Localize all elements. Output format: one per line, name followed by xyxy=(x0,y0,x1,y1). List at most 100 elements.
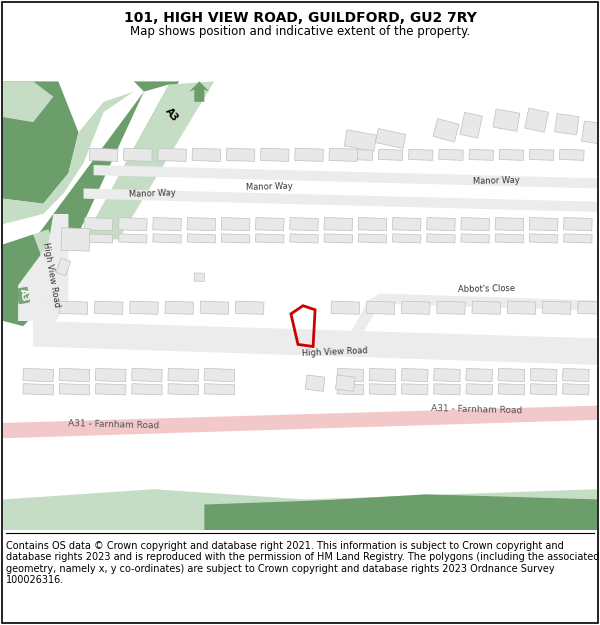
Polygon shape xyxy=(33,334,597,365)
Polygon shape xyxy=(3,92,134,224)
Polygon shape xyxy=(73,84,169,244)
Polygon shape xyxy=(329,148,358,161)
Polygon shape xyxy=(344,130,377,151)
Polygon shape xyxy=(83,81,214,239)
Polygon shape xyxy=(59,301,88,314)
Polygon shape xyxy=(335,375,355,391)
Polygon shape xyxy=(85,234,113,243)
Polygon shape xyxy=(530,384,557,395)
Polygon shape xyxy=(221,234,250,243)
Polygon shape xyxy=(200,301,229,314)
Polygon shape xyxy=(235,301,264,314)
Polygon shape xyxy=(433,119,459,142)
Polygon shape xyxy=(578,301,600,314)
Polygon shape xyxy=(370,384,396,395)
Polygon shape xyxy=(495,234,524,243)
Polygon shape xyxy=(94,165,597,189)
Text: 101, HIGH VIEW ROAD, GUILDFORD, GU2 7RY: 101, HIGH VIEW ROAD, GUILDFORD, GU2 7RY xyxy=(124,11,476,24)
Polygon shape xyxy=(376,129,406,149)
Polygon shape xyxy=(295,148,323,161)
Polygon shape xyxy=(358,234,387,243)
Polygon shape xyxy=(563,384,589,395)
Polygon shape xyxy=(204,368,235,382)
Text: High View Road: High View Road xyxy=(41,242,61,308)
Polygon shape xyxy=(95,384,126,395)
Polygon shape xyxy=(335,294,380,346)
Polygon shape xyxy=(187,234,215,243)
Polygon shape xyxy=(524,108,548,132)
Polygon shape xyxy=(358,217,387,231)
Polygon shape xyxy=(581,121,600,144)
Polygon shape xyxy=(369,369,396,382)
Polygon shape xyxy=(23,368,53,382)
Polygon shape xyxy=(560,149,584,161)
Polygon shape xyxy=(392,234,421,243)
Polygon shape xyxy=(3,81,79,204)
Polygon shape xyxy=(33,229,64,306)
Polygon shape xyxy=(226,148,255,161)
Polygon shape xyxy=(3,406,597,438)
Polygon shape xyxy=(59,384,90,395)
Polygon shape xyxy=(392,217,421,231)
Polygon shape xyxy=(563,234,592,243)
Polygon shape xyxy=(192,148,221,161)
Text: A31 - Farnham Road: A31 - Farnham Road xyxy=(430,404,522,416)
Polygon shape xyxy=(205,498,597,530)
Polygon shape xyxy=(33,321,597,352)
Polygon shape xyxy=(529,149,554,161)
Polygon shape xyxy=(83,189,597,212)
Polygon shape xyxy=(290,234,318,243)
Polygon shape xyxy=(56,258,71,276)
Text: A3: A3 xyxy=(17,288,29,303)
Polygon shape xyxy=(194,273,205,281)
Text: Manor Way: Manor Way xyxy=(246,181,293,191)
Polygon shape xyxy=(461,234,490,243)
Polygon shape xyxy=(563,369,589,382)
Polygon shape xyxy=(260,148,289,161)
Polygon shape xyxy=(204,384,235,395)
Polygon shape xyxy=(542,301,571,314)
Polygon shape xyxy=(499,149,524,161)
Polygon shape xyxy=(529,217,558,231)
Text: Abbot's Close: Abbot's Close xyxy=(458,284,515,294)
Polygon shape xyxy=(33,285,68,334)
Polygon shape xyxy=(256,234,284,243)
Polygon shape xyxy=(563,217,592,231)
Polygon shape xyxy=(461,217,490,231)
Polygon shape xyxy=(331,301,359,314)
Polygon shape xyxy=(469,149,493,161)
Polygon shape xyxy=(61,228,90,251)
Polygon shape xyxy=(153,217,181,231)
Polygon shape xyxy=(529,234,558,243)
Polygon shape xyxy=(85,217,113,231)
Polygon shape xyxy=(131,368,162,382)
Polygon shape xyxy=(466,369,493,382)
Polygon shape xyxy=(3,489,597,530)
Polygon shape xyxy=(165,301,193,314)
Polygon shape xyxy=(493,109,520,131)
Text: Contains OS data © Crown copyright and database right 2021. This information is : Contains OS data © Crown copyright and d… xyxy=(6,541,599,586)
Polygon shape xyxy=(23,384,53,395)
Polygon shape xyxy=(437,301,466,314)
Polygon shape xyxy=(119,81,235,239)
Polygon shape xyxy=(337,369,364,382)
Polygon shape xyxy=(95,368,126,382)
Polygon shape xyxy=(94,301,123,314)
Polygon shape xyxy=(168,384,199,395)
Polygon shape xyxy=(221,217,250,231)
Polygon shape xyxy=(290,217,319,231)
Polygon shape xyxy=(380,294,597,311)
Text: Manor Way: Manor Way xyxy=(128,188,176,199)
Text: A31 - Farnham Road: A31 - Farnham Road xyxy=(68,419,160,431)
Text: A3: A3 xyxy=(164,106,181,124)
Polygon shape xyxy=(130,301,158,314)
Polygon shape xyxy=(439,149,463,161)
Polygon shape xyxy=(401,384,428,395)
Polygon shape xyxy=(153,234,181,243)
Polygon shape xyxy=(460,112,482,138)
Polygon shape xyxy=(119,234,147,243)
Polygon shape xyxy=(324,217,353,231)
Polygon shape xyxy=(119,217,147,231)
Polygon shape xyxy=(427,217,455,231)
Polygon shape xyxy=(427,234,455,243)
